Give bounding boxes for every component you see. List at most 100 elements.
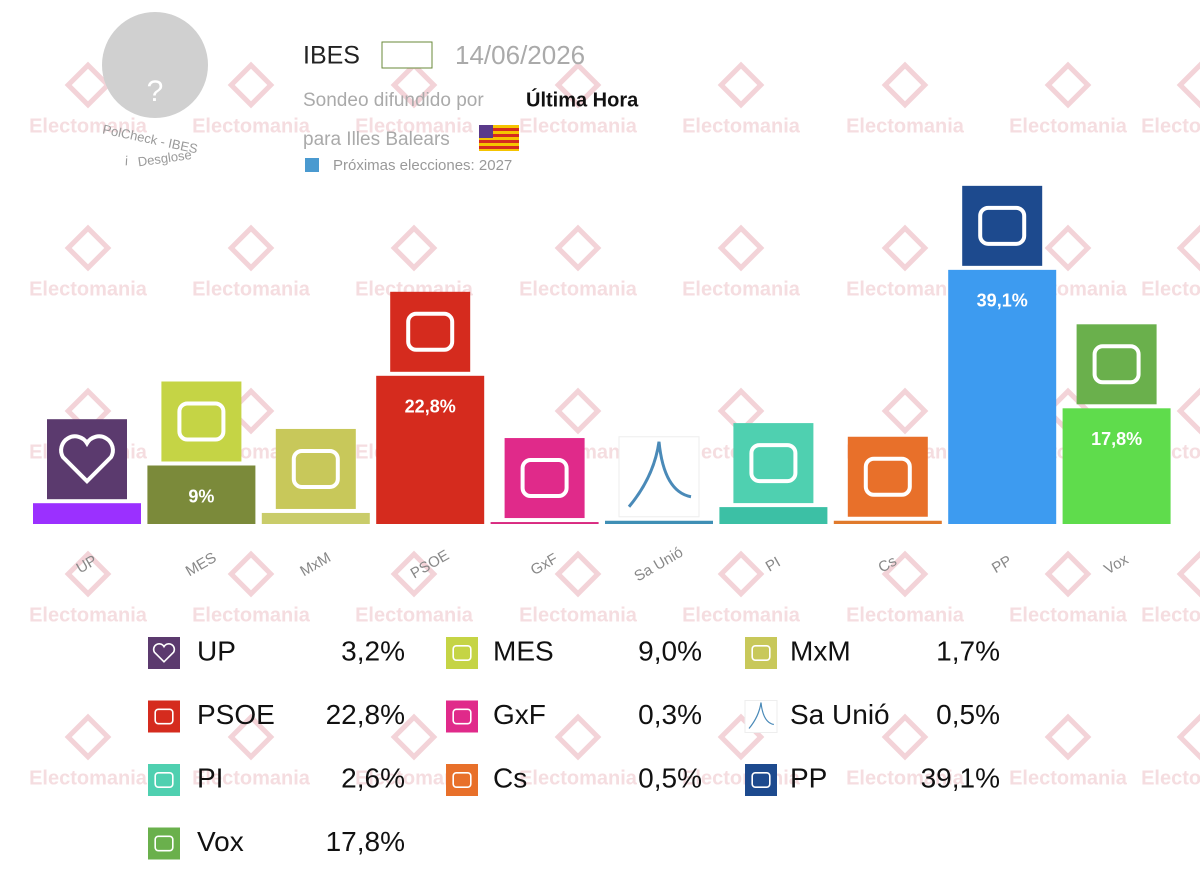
logo-mark	[863, 456, 912, 497]
bar	[490, 522, 599, 524]
watermark: Electomania	[29, 767, 148, 789]
watermark-icon	[64, 61, 112, 109]
party-logo	[446, 700, 478, 733]
watermark-icon	[881, 224, 929, 272]
watermark-icon	[390, 61, 438, 109]
party-logo	[148, 827, 180, 860]
watermark: Electomania	[355, 604, 474, 626]
watermark-icon	[717, 387, 765, 435]
bar	[33, 503, 141, 524]
watermark: Electomania	[519, 115, 638, 137]
watermark-icon	[64, 713, 112, 761]
watermark-icon	[1176, 61, 1200, 109]
watermark: Electomania	[682, 604, 801, 626]
date: 14/06/2026	[455, 40, 585, 70]
flag	[479, 125, 519, 151]
watermark-icon	[1176, 550, 1200, 598]
watermark: Electomania	[29, 278, 148, 300]
watermark-icon	[1044, 550, 1092, 598]
watermark-icon	[227, 224, 275, 272]
party-logo	[446, 637, 478, 669]
legend-name: MES	[493, 635, 554, 666]
breakdown: Desglose	[137, 147, 193, 169]
party-logo	[446, 764, 478, 796]
logo-heart	[59, 434, 115, 485]
pollster: IBES	[303, 42, 360, 70]
bar	[833, 520, 942, 524]
watermark: Electomania	[1141, 767, 1200, 789]
watermark-icon	[1176, 387, 1200, 435]
legend-value: 22,8%	[326, 699, 405, 730]
logo-mark	[749, 443, 798, 484]
watermark-icon	[1044, 224, 1092, 272]
legend: UP 3,2% MES 9,0% MxM 1,7% PSOE 22,8% GxF 0,3% Sa U…	[148, 635, 1000, 860]
legend-name: Cs	[493, 762, 527, 793]
party-logo	[148, 764, 180, 796]
watermark: Electomania	[519, 278, 638, 300]
legend-name: PP	[790, 762, 827, 793]
watermark-icon	[64, 550, 112, 598]
watermark: Electomania	[192, 278, 311, 300]
watermark-icon	[554, 713, 602, 761]
legend-name: GxF	[493, 699, 546, 730]
next-elections: Próximas elecciones: 2027	[333, 157, 512, 174]
ballot-icon	[305, 158, 319, 172]
legend-name: Sa Unió	[790, 699, 890, 730]
watermark-icon	[881, 713, 929, 761]
party-logo	[47, 419, 127, 500]
watermark-icon	[717, 224, 765, 272]
value-label: 39,1%	[977, 291, 1028, 311]
watermark: Electomania	[846, 604, 965, 626]
watermark-icon	[554, 61, 602, 109]
watermark-icon	[717, 61, 765, 109]
value-label: 22,8%	[405, 397, 456, 417]
watermark: Electomania	[1141, 604, 1200, 626]
party-logo	[847, 436, 928, 517]
watermark: Electomania	[519, 604, 638, 626]
watermark-icon	[881, 550, 929, 598]
legend-value: 9,0%	[638, 635, 702, 666]
logo-mark	[452, 644, 472, 661]
pollster-logo	[381, 41, 433, 69]
x-tick-label: MES	[183, 549, 220, 580]
watermark-icon	[881, 61, 929, 109]
legend-value: 0,3%	[638, 699, 702, 730]
bar	[261, 512, 370, 524]
legend-value: 0,5%	[638, 762, 702, 793]
watermark: Electomania	[192, 115, 311, 137]
logo-mark	[751, 771, 771, 788]
watermark: Electomania	[192, 767, 311, 789]
logo-mark	[154, 708, 174, 725]
media: Última Hora	[526, 87, 639, 111]
watermark-icon	[1044, 713, 1092, 761]
bar	[147, 465, 256, 524]
logo-mark	[154, 771, 174, 788]
watermark: Electomania	[519, 767, 638, 789]
logo-mark	[751, 644, 771, 661]
bar	[605, 520, 713, 524]
party-logo	[733, 423, 814, 504]
watermark-icon	[1044, 61, 1092, 109]
watermark-icon	[1176, 713, 1200, 761]
watermark: Electomania	[355, 115, 474, 137]
logo-mark	[452, 771, 472, 788]
legend-value: 0,5%	[936, 699, 1000, 730]
logo-shape	[748, 702, 774, 729]
legend-name: PSOE	[197, 699, 275, 730]
bar	[948, 269, 1057, 524]
party-logo	[504, 438, 585, 519]
party-logo	[148, 637, 180, 669]
watermark-icon	[390, 224, 438, 272]
x-tick-label: UP	[73, 552, 100, 577]
legend-name: MxM	[790, 635, 851, 666]
watermark: Electomania	[1009, 767, 1128, 789]
bar	[376, 375, 485, 524]
watermark: Electomania	[846, 115, 965, 137]
legend-value: 3,2%	[341, 635, 405, 666]
watermark-icon	[1176, 224, 1200, 272]
party-logo	[962, 185, 1043, 266]
watermark: Electomania	[846, 767, 965, 789]
watermark-icon	[717, 550, 765, 598]
watermark-icon	[64, 224, 112, 272]
watermark-icon	[390, 713, 438, 761]
